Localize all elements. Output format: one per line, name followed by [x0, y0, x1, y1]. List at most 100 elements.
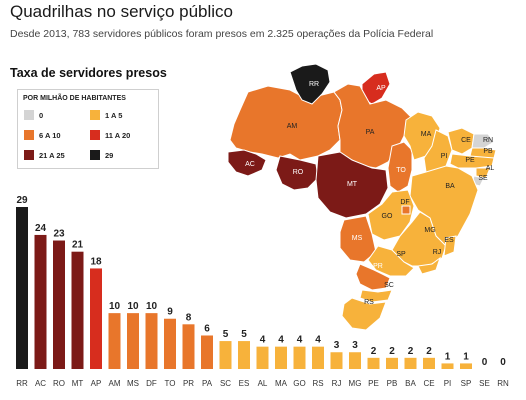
legend-item-1: 1 A 5 [90, 110, 122, 120]
legend-item-5: 29 [90, 150, 113, 160]
bar-pe [367, 357, 380, 369]
bar-ap [90, 268, 102, 369]
bar-value-label: 1 [445, 351, 451, 362]
category-label: RR [16, 379, 28, 388]
bar-value-label: 8 [186, 312, 192, 323]
category-label: MA [275, 379, 288, 388]
category-label: AC [35, 379, 46, 388]
map-label-al: AL [486, 165, 495, 172]
legend-label: 29 [105, 150, 114, 160]
state-ro [275, 155, 319, 191]
bar-al [256, 346, 269, 369]
category-label: PI [444, 379, 452, 388]
bar-pb [386, 357, 398, 369]
bar-value-label: 21 [72, 240, 84, 251]
bar-ba [404, 357, 417, 369]
map-label-ma: MA [421, 131, 432, 138]
map-label-to: TO [396, 167, 406, 174]
legend-item-3: 11 A 20 [90, 130, 130, 140]
chart-title: Taxa de servidores presos [10, 66, 167, 80]
legend-swatch [90, 110, 100, 120]
map-label-rn: RN [483, 137, 493, 144]
state-pr [355, 263, 391, 291]
state-rr [289, 63, 331, 105]
map-label-ce: CE [461, 137, 471, 144]
legend-label: 6 A 10 [39, 130, 61, 140]
category-label: AL [258, 379, 268, 388]
map-label-sc: SC [384, 282, 394, 289]
bar-ma [275, 346, 287, 369]
state-sp [367, 245, 415, 277]
bar-value-label: 18 [90, 256, 102, 267]
legend-swatch [24, 130, 34, 140]
bar-value-label: 4 [315, 335, 321, 346]
bar-rj [330, 352, 343, 369]
legend-item-4: 21 A 25 [24, 150, 65, 160]
bar-value-label: 4 [297, 335, 303, 346]
map-states [227, 63, 497, 331]
bar-value-label: 6 [204, 323, 210, 334]
map-label-ap: AP [376, 85, 386, 92]
bar-value-label: 0 [482, 357, 488, 368]
category-label: RS [312, 379, 323, 388]
bar-value-label: 10 [109, 301, 121, 312]
bar-ce [423, 357, 435, 369]
state-rj [417, 256, 441, 275]
legend-swatch [90, 130, 100, 140]
category-label: MS [127, 379, 139, 388]
legend-label: 0 [39, 110, 44, 120]
legend-swatch [24, 110, 34, 120]
state-mt [315, 151, 389, 219]
bar-pr [182, 324, 195, 369]
category-label: PB [387, 379, 398, 388]
bar-ms [127, 313, 139, 369]
category-label: MG [349, 379, 362, 388]
category-label: SP [461, 379, 472, 388]
map-label-ac: AC [245, 161, 255, 168]
map-label-df: DF [400, 199, 409, 206]
map-label-ba: BA [445, 183, 455, 190]
category-label: AP [91, 379, 102, 388]
bar-value-label: 10 [146, 301, 158, 312]
bar-value-label: 9 [167, 307, 173, 318]
bar-value-label: 1 [463, 351, 469, 362]
map-label-go: GO [382, 213, 393, 220]
map-label-rr: RR [309, 81, 319, 88]
map-label-sp: SP [396, 251, 406, 258]
legend-label: 1 A 5 [105, 110, 123, 120]
state-ac [227, 149, 267, 177]
bar-am [108, 313, 121, 369]
bar-value-label: 23 [53, 229, 65, 240]
map-state-labels: RR AP AM PA MA CE RN PB PE AL SE PI BA AC RO MT TO GO DF MG… [245, 81, 494, 306]
map-label-pe: PE [465, 157, 475, 164]
map-label-ms: MS [352, 235, 363, 242]
map-label-pi: PI [441, 153, 448, 160]
state-sc [359, 289, 393, 303]
category-label: GO [293, 379, 305, 388]
map-label-am: AM [287, 123, 298, 130]
state-al [475, 167, 491, 179]
state-ba [409, 165, 479, 247]
legend-label: 11 A 20 [105, 130, 131, 140]
bar-mt [71, 251, 84, 369]
bar-value-label: 24 [35, 223, 47, 234]
state-es [443, 235, 457, 257]
legend-item-0: 0 [24, 110, 43, 120]
bar-sp [460, 363, 472, 369]
bar-pa [201, 335, 213, 369]
category-label: CE [423, 379, 434, 388]
map-label-rs: RS [364, 299, 374, 306]
bar-value-label: 2 [408, 346, 414, 357]
state-rn [471, 133, 495, 149]
category-label: SC [220, 379, 231, 388]
bar-value-label: 4 [260, 335, 266, 346]
category-label: RO [53, 379, 65, 388]
bar-mg [349, 352, 361, 369]
bar-value-label: 10 [127, 301, 139, 312]
map-label-mg: MG [424, 227, 435, 234]
map-label-pr: PR [373, 263, 383, 270]
legend-swatch [24, 150, 34, 160]
bar-value-label: 0 [500, 357, 506, 368]
